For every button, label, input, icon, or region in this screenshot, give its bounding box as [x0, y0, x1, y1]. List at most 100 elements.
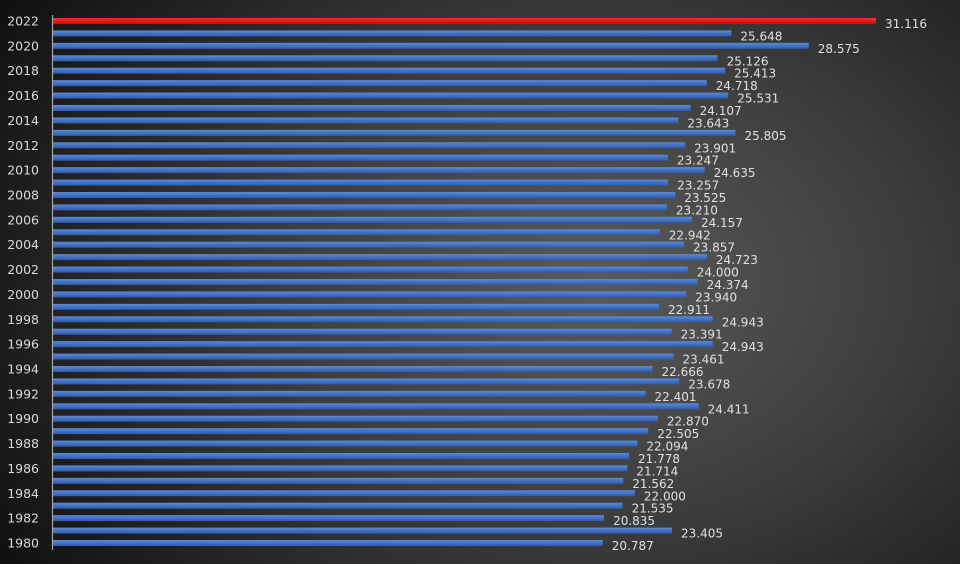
data-label-2008: 23.525	[684, 191, 726, 205]
bar-2022	[53, 18, 876, 24]
bar-1991	[53, 403, 699, 410]
y-tick-label-2012: 2012	[7, 138, 39, 153]
bar-2010	[53, 167, 705, 174]
y-tick-label-2018: 2018	[7, 63, 39, 78]
y-tick-label-1984: 1984	[7, 486, 39, 501]
bar-1995	[53, 353, 674, 360]
bar-2001	[53, 279, 698, 285]
bar-2005	[53, 229, 660, 236]
data-label-2003: 24.723	[716, 253, 758, 267]
bar-1990	[53, 415, 658, 422]
data-label-1997: 23.391	[681, 328, 723, 342]
data-label-2004: 23.857	[693, 241, 735, 255]
y-tick-label-1994: 1994	[7, 362, 39, 377]
bar-1985	[53, 477, 624, 484]
data-label-1986: 21.714	[636, 464, 678, 478]
data-label-1980: 20.787	[612, 539, 654, 553]
data-label-1994: 22.666	[662, 365, 704, 379]
data-label-1999: 22.911	[668, 303, 710, 317]
data-label-2019: 25.126	[727, 54, 769, 68]
data-label-2006: 24.157	[701, 216, 743, 230]
y-tick-label-2020: 2020	[7, 38, 39, 53]
bar-2014	[53, 117, 679, 124]
data-label-2012: 23.901	[694, 141, 736, 155]
bar-1996	[53, 341, 713, 348]
data-label-2018: 25.413	[734, 67, 776, 81]
bar-2009	[53, 179, 669, 186]
data-label-1991: 24.411	[708, 402, 750, 416]
data-label-2017: 24.718	[716, 79, 758, 93]
data-label-1992: 22.401	[654, 390, 696, 404]
bar-1984	[53, 490, 635, 497]
data-label-2021: 25.648	[740, 29, 782, 43]
bar-1999	[53, 303, 659, 310]
y-tick-label-1982: 1982	[7, 511, 39, 526]
data-label-2016: 25.531	[737, 92, 779, 106]
data-label-1990: 22.870	[667, 415, 709, 429]
bar-1986	[53, 465, 628, 472]
bar-2004	[53, 241, 685, 248]
data-label-2020: 28.575	[818, 42, 860, 56]
data-label-2000: 23.940	[695, 290, 737, 304]
data-label-1988: 22.094	[646, 440, 688, 454]
data-label-2013: 25.805	[745, 129, 787, 143]
bar-2019	[53, 55, 718, 62]
data-label-1996: 24.943	[722, 340, 764, 354]
data-label-1983: 21.535	[632, 502, 674, 516]
y-tick-label-2002: 2002	[7, 262, 39, 277]
bar-1998	[53, 316, 713, 323]
data-label-2014: 23.643	[687, 116, 729, 130]
y-tick-label-1980: 1980	[7, 536, 39, 551]
data-label-1985: 21.562	[632, 477, 674, 491]
bar-1993	[53, 378, 680, 385]
bar-1992	[53, 390, 646, 397]
y-tick-label-1988: 1988	[7, 436, 39, 451]
bar-2006	[53, 216, 692, 223]
bar-1982	[53, 515, 605, 522]
bar-2017	[53, 80, 707, 87]
bar-2013	[53, 129, 736, 136]
y-tick-label-2000: 2000	[7, 287, 39, 302]
y-tick-label-2014: 2014	[7, 113, 39, 128]
y-tick-label-2022: 2022	[7, 14, 39, 29]
bar-2021	[53, 30, 732, 37]
bar-2016	[53, 92, 729, 99]
data-label-2002: 24.000	[697, 266, 739, 280]
y-tick-label-1996: 1996	[7, 337, 39, 352]
data-label-1989: 22.505	[657, 427, 699, 441]
bar-2003	[53, 254, 707, 261]
data-label-2010: 24.635	[714, 166, 756, 180]
data-label-2005: 22.942	[669, 228, 711, 242]
data-label-2015: 24.107	[700, 104, 742, 118]
bar-1980	[53, 540, 603, 546]
data-label-1998: 24.943	[722, 315, 764, 329]
y-tick-label-1986: 1986	[7, 461, 39, 476]
y-tick-label-2008: 2008	[7, 188, 39, 203]
y-tick-label-1998: 1998	[7, 312, 39, 327]
bar-2020	[53, 42, 809, 49]
y-tick-label-2006: 2006	[7, 212, 39, 227]
bar-1988	[53, 440, 638, 447]
bar-2000	[53, 291, 687, 298]
data-label-2022: 31.116	[885, 17, 927, 31]
bar-1989	[53, 428, 649, 435]
bar-2011	[53, 154, 668, 161]
bar-1994	[53, 366, 653, 372]
bar-1997	[53, 328, 672, 335]
data-label-1993: 23.678	[688, 377, 730, 391]
bar-2002	[53, 266, 688, 273]
data-label-1982: 20.835	[613, 514, 655, 528]
data-label-2011: 23.247	[677, 154, 719, 168]
bar-1983	[53, 502, 623, 509]
bar-1987	[53, 453, 630, 459]
y-tick-label-2004: 2004	[7, 237, 39, 252]
y-tick-label-1990: 1990	[7, 411, 39, 426]
bar-2008	[53, 192, 676, 198]
bar-2015	[53, 105, 691, 111]
data-label-2007: 23.210	[676, 203, 718, 217]
data-label-1995: 23.461	[683, 353, 725, 367]
y-tick-label-2010: 2010	[7, 163, 39, 178]
y-tick-label-2016: 2016	[7, 88, 39, 103]
data-label-1981: 23.405	[681, 527, 723, 541]
